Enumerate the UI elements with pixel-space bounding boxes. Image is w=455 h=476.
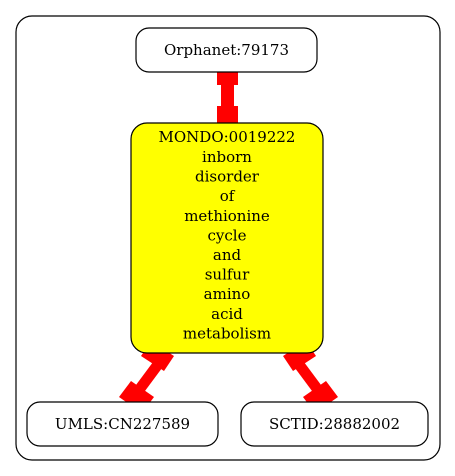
node-mondo-line: metabolism [183,324,271,342]
node-mondo-line: methionine [184,207,270,225]
edge-orphanet-mondo [217,69,238,124]
node-sctid-label: SCTID:28882002 [269,415,400,433]
node-orphanet-label: Orphanet:79173 [164,41,289,59]
node-mondo-line: acid [211,305,243,323]
node-mondo-line: of [220,187,236,205]
node-orphanet[interactable]: Orphanet:79173 [135,27,318,73]
node-sctid[interactable]: SCTID:28882002 [240,401,429,447]
node-mondo-line: cycle [208,226,247,244]
node-umls-label: UMLS:CN227589 [55,415,190,433]
node-umls[interactable]: UMLS:CN227589 [26,401,219,447]
node-mondo-line: inborn [202,148,252,166]
node-mondo-line: and [213,246,242,264]
node-mondo-line: disorder [195,168,260,186]
node-mondo-id: MONDO:0019222 [159,128,296,146]
node-mondo-line: amino [204,285,251,303]
node-mondo-line: sulfur [205,266,250,284]
